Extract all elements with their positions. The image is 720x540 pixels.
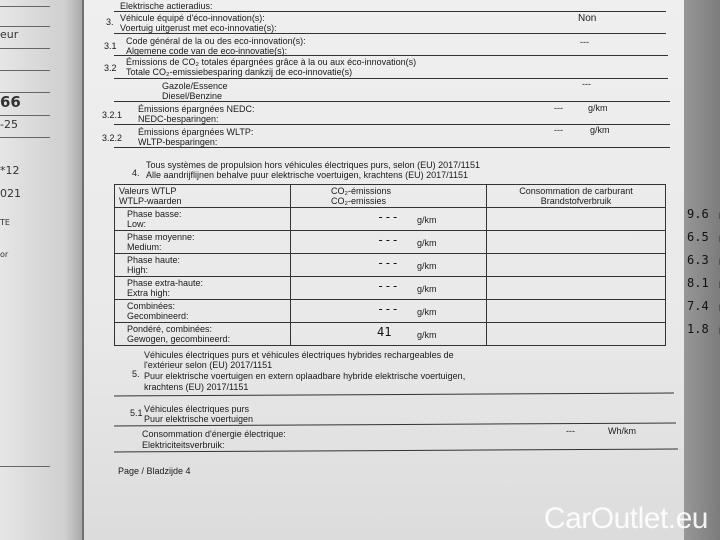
section-3-1-fr: Code général de la ou des eco-innovation…	[126, 36, 306, 46]
fragment: eur	[0, 28, 19, 41]
co2-unit: g/km	[417, 307, 437, 317]
fragment: or	[0, 250, 9, 259]
fragment: *12	[0, 164, 20, 177]
section-3-2-2-fr: Émissions épargnées WLTP:	[138, 127, 254, 137]
energy-fr: Consommation d'énergie électrique:	[142, 429, 286, 439]
background	[680, 0, 720, 540]
co2-value: ---	[377, 302, 399, 316]
fuel-nl: Diesel/Benzine	[162, 91, 223, 101]
section-number: 3.2	[104, 63, 117, 73]
watermark-logo: CarOutlet.eu	[543, 502, 709, 535]
table-row: Phase basse:Low: ---g/km 9.6l/100km	[114, 207, 720, 231]
co2-value: ---	[377, 256, 399, 270]
fragment: 021	[0, 187, 21, 200]
co2-value: ---	[377, 210, 399, 224]
phase-nl: High:	[127, 265, 149, 275]
section-number: 4.	[132, 168, 140, 178]
section-5-fr: Véhicules électriques purs et véhicules …	[144, 350, 454, 360]
phase-fr: Phase moyenne:	[127, 232, 195, 242]
table-row: Phase haute:High: ---g/km 6.3l/100km	[114, 253, 720, 277]
table-header: Valeurs WTLP WTLP-waarden CO₂-émissions CO…	[114, 184, 666, 208]
section-number: 3.2.2	[102, 133, 123, 143]
section-number: 3.	[106, 17, 114, 27]
nedc-unit: g/km	[588, 103, 608, 113]
phase-nl: Medium:	[127, 242, 162, 252]
section-5-1-nl: Puur elektrische voertuigen	[144, 414, 254, 424]
energy-nl: Elektriciteitsverbruik:	[142, 440, 225, 450]
fuel-fr: Gazole/Essence	[162, 81, 228, 91]
wltp-value: ---	[554, 125, 563, 135]
fuel-value: 9.6	[687, 207, 709, 221]
energy-unit: Wh/km	[608, 426, 636, 436]
section-5-nl: krachtens (EU) 2017/1151	[144, 382, 249, 392]
elec-range-label: Elektrische actieradius:	[120, 1, 213, 11]
fuel-value: 6.5	[687, 230, 709, 244]
section-3-2-nl: Totale CO₂-emissiebesparing dankzij de e…	[126, 67, 353, 77]
fragment: 66	[0, 93, 21, 111]
table-row: Combinées:Gecombineerd: ---g/km 7.4l/100…	[114, 299, 720, 323]
phase-nl: Low:	[127, 219, 147, 229]
section-number: 5.1	[130, 408, 143, 418]
section-4-nl: Alle aandrijflijnen behalve puur elektri…	[146, 170, 469, 180]
section-3-2-fr: Émissions de CO₂ totales épargnées grâce…	[126, 57, 417, 67]
header-fr: CO₂-émissions	[331, 186, 392, 196]
section-3-2-2-nl: WLTP-besparingen:	[138, 137, 218, 147]
section-5-fr: l'extérieur selon (EU) 2017/1151	[144, 360, 273, 370]
document-page: Elektrische actieradius: 3. Véhicule équ…	[84, 0, 720, 540]
section-number: 5.	[132, 369, 140, 379]
co2-unit: g/km	[417, 261, 437, 271]
phase-fr: Phase basse:	[127, 209, 182, 219]
adjacent-page: eur 66 -25 *12 021 TE or	[0, 0, 82, 540]
energy-value: ---	[566, 426, 575, 436]
section-3-1-nl: Algemene code van de eco-innovatie(s):	[126, 46, 288, 56]
fuel-value: 7.4	[687, 299, 709, 313]
phase-fr: Pondéré, combinées:	[127, 324, 213, 334]
co2-unit: g/km	[417, 330, 437, 340]
eco-code-value: ---	[580, 37, 589, 47]
fragment: TE	[0, 218, 10, 227]
phase-fr: Phase extra-haute:	[127, 278, 204, 288]
header-nl: CO₂-emissies	[331, 196, 386, 206]
nedc-value: ---	[554, 103, 563, 113]
section-3-nl: Voertuig uitgerust met eco-innovatie(s):	[120, 23, 277, 33]
section-5-nl: Puur elektrische voertuigen en extern op…	[144, 371, 466, 381]
table-row: Phase moyenne:Medium: ---g/km 6.5l/100km	[114, 230, 720, 254]
fragment: -25	[0, 118, 18, 131]
co2-unit: g/km	[417, 215, 437, 225]
header-nl: Brandstofverbruik	[540, 196, 612, 206]
co2-unit: g/km	[417, 238, 437, 248]
section-3-2-1-fr: Émissions épargnées NEDC:	[138, 104, 255, 114]
co2-value: ---	[377, 233, 399, 247]
section-5-1-fr: Véhicules électriques purs	[144, 404, 250, 414]
section-number: 3.1	[104, 41, 117, 51]
header-fr: Consommation de carburant	[519, 186, 633, 196]
eco-innovation-value: Non	[578, 13, 597, 24]
phase-nl: Extra high:	[127, 288, 171, 298]
co2-unit: g/km	[417, 284, 437, 294]
header-fr: Valeurs WTLP	[119, 186, 177, 196]
section-4-fr: Tous systèmes de propulsion hors véhicul…	[146, 160, 481, 170]
section-number: 3.2.1	[102, 110, 123, 120]
phase-fr: Phase haute:	[127, 255, 181, 265]
section-3-2-1-nl: NEDC-besparingen:	[138, 114, 219, 124]
table-row: Pondéré, combinées: Gewogen, gecombineerd…	[114, 322, 720, 346]
co2-value: ---	[377, 279, 399, 293]
wltp-table: Valeurs WTLP WTLP-waarden CO₂-émissions CO…	[114, 184, 720, 346]
fuel-value: 8.1	[687, 276, 709, 290]
co2-value: 41	[377, 325, 392, 339]
fuel-value: 6.3	[687, 253, 709, 267]
header-nl: WTLP-waarden	[119, 196, 182, 206]
page-number: Page / Bladzijde 4	[118, 466, 191, 476]
fuel-value: 1.8	[687, 322, 709, 336]
phase-nl: Gewogen, gecombineerd:	[127, 334, 231, 344]
fuel-value: ---	[582, 79, 591, 89]
wltp-unit: g/km	[590, 125, 610, 135]
table-row: Phase extra-haute: Extra high: --- g/km 8.…	[114, 276, 720, 300]
phase-nl: Gecombineerd:	[127, 311, 189, 321]
section-3-fr: Véhicule équipé d'éco-innovation(s):	[120, 13, 265, 23]
phase-fr: Combinées:	[127, 301, 176, 311]
